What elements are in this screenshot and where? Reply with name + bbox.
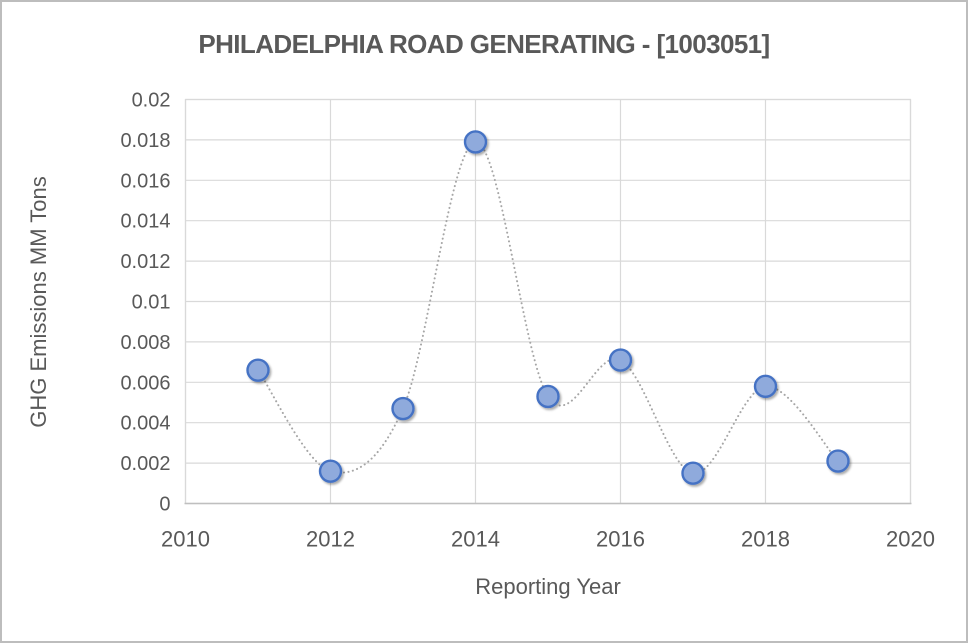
data-point-2016 bbox=[608, 348, 633, 372]
x-tick-label-2016: 2016 bbox=[596, 527, 645, 552]
y-tick-label-0.006: 0.006 bbox=[120, 372, 170, 394]
x-tick-label-2014: 2014 bbox=[451, 527, 500, 552]
y-tick-label-0.02: 0.02 bbox=[132, 90, 171, 112]
x-tick-label-2012: 2012 bbox=[306, 527, 355, 552]
data-point-2019 bbox=[826, 449, 850, 473]
y-tick-label-0.008: 0.008 bbox=[120, 332, 170, 354]
data-point-2017 bbox=[681, 461, 705, 485]
chart-title: PHILADELPHIA ROAD GENERATING - [1003051] bbox=[198, 29, 770, 59]
y-tick-label-0.004: 0.004 bbox=[120, 413, 170, 435]
data-point-2012 bbox=[318, 459, 343, 483]
series-connector-line bbox=[257, 140, 839, 475]
y-tick-label-0: 0 bbox=[159, 494, 170, 516]
x-axis-title: Reporting Year bbox=[475, 574, 621, 599]
x-tick-label-2020: 2020 bbox=[886, 527, 935, 552]
y-tick-label-0.012: 0.012 bbox=[120, 251, 170, 273]
y-tick-label-0.014: 0.014 bbox=[120, 211, 170, 233]
y-tick-label-0.01: 0.01 bbox=[132, 292, 171, 314]
data-point-2018 bbox=[753, 374, 778, 399]
x-tick-label-2018: 2018 bbox=[741, 527, 790, 552]
data-point-2013 bbox=[391, 396, 415, 421]
x-tick-label-2010: 2010 bbox=[161, 527, 210, 552]
y-tick-label-0.016: 0.016 bbox=[120, 170, 170, 192]
y-tick-label-0.002: 0.002 bbox=[120, 453, 170, 475]
y-tick-label-0.018: 0.018 bbox=[120, 130, 170, 152]
data-point-2015 bbox=[536, 384, 560, 409]
data-point-2011 bbox=[246, 358, 270, 382]
data-point-2014 bbox=[463, 130, 488, 154]
